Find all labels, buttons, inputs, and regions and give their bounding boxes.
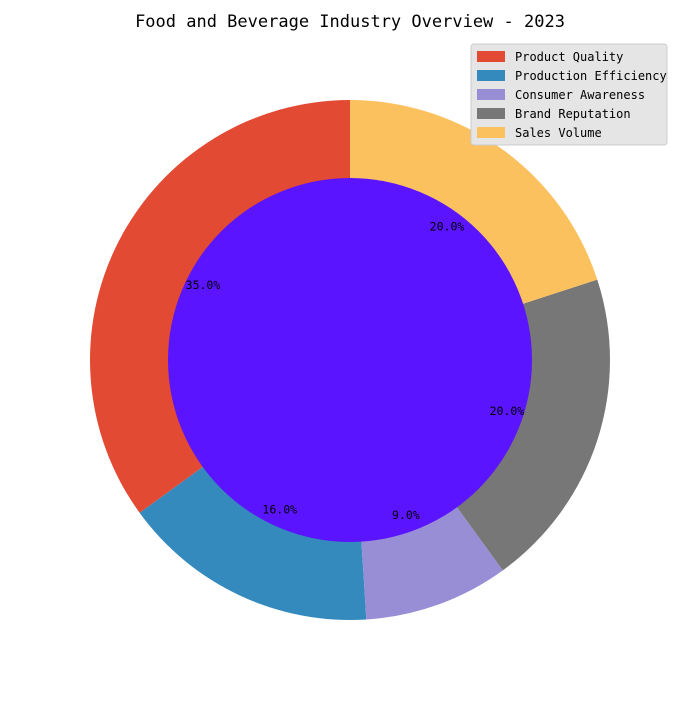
legend-label: Production Efficiency: [515, 69, 667, 83]
percent-label: 35.0%: [186, 278, 221, 292]
percent-labels: 35.0% 16.0% 9.0% 20.0% 20.0%: [186, 220, 525, 523]
legend-box: [470, 43, 668, 146]
legend-label: Sales Volume: [515, 126, 602, 140]
legend-swatch: [477, 108, 505, 119]
legend-swatch: [477, 89, 505, 100]
percent-label: 20.0%: [490, 404, 525, 418]
legend-swatch: [477, 127, 505, 138]
percent-label: 9.0%: [392, 508, 420, 522]
donut-center: [168, 178, 532, 542]
legend-swatch: [477, 70, 505, 81]
legend: Product Quality Production Efficiency Cons…: [470, 43, 668, 146]
legend-label: Consumer Awareness: [515, 88, 645, 102]
percent-label: 16.0%: [262, 502, 297, 516]
legend-swatch: [477, 51, 505, 62]
chart-title: Food and Beverage Industry Overview - 20…: [135, 12, 565, 32]
legend-label: Product Quality: [515, 50, 623, 64]
legend-label: Brand Reputation: [515, 107, 631, 121]
percent-label: 20.0%: [430, 220, 465, 234]
